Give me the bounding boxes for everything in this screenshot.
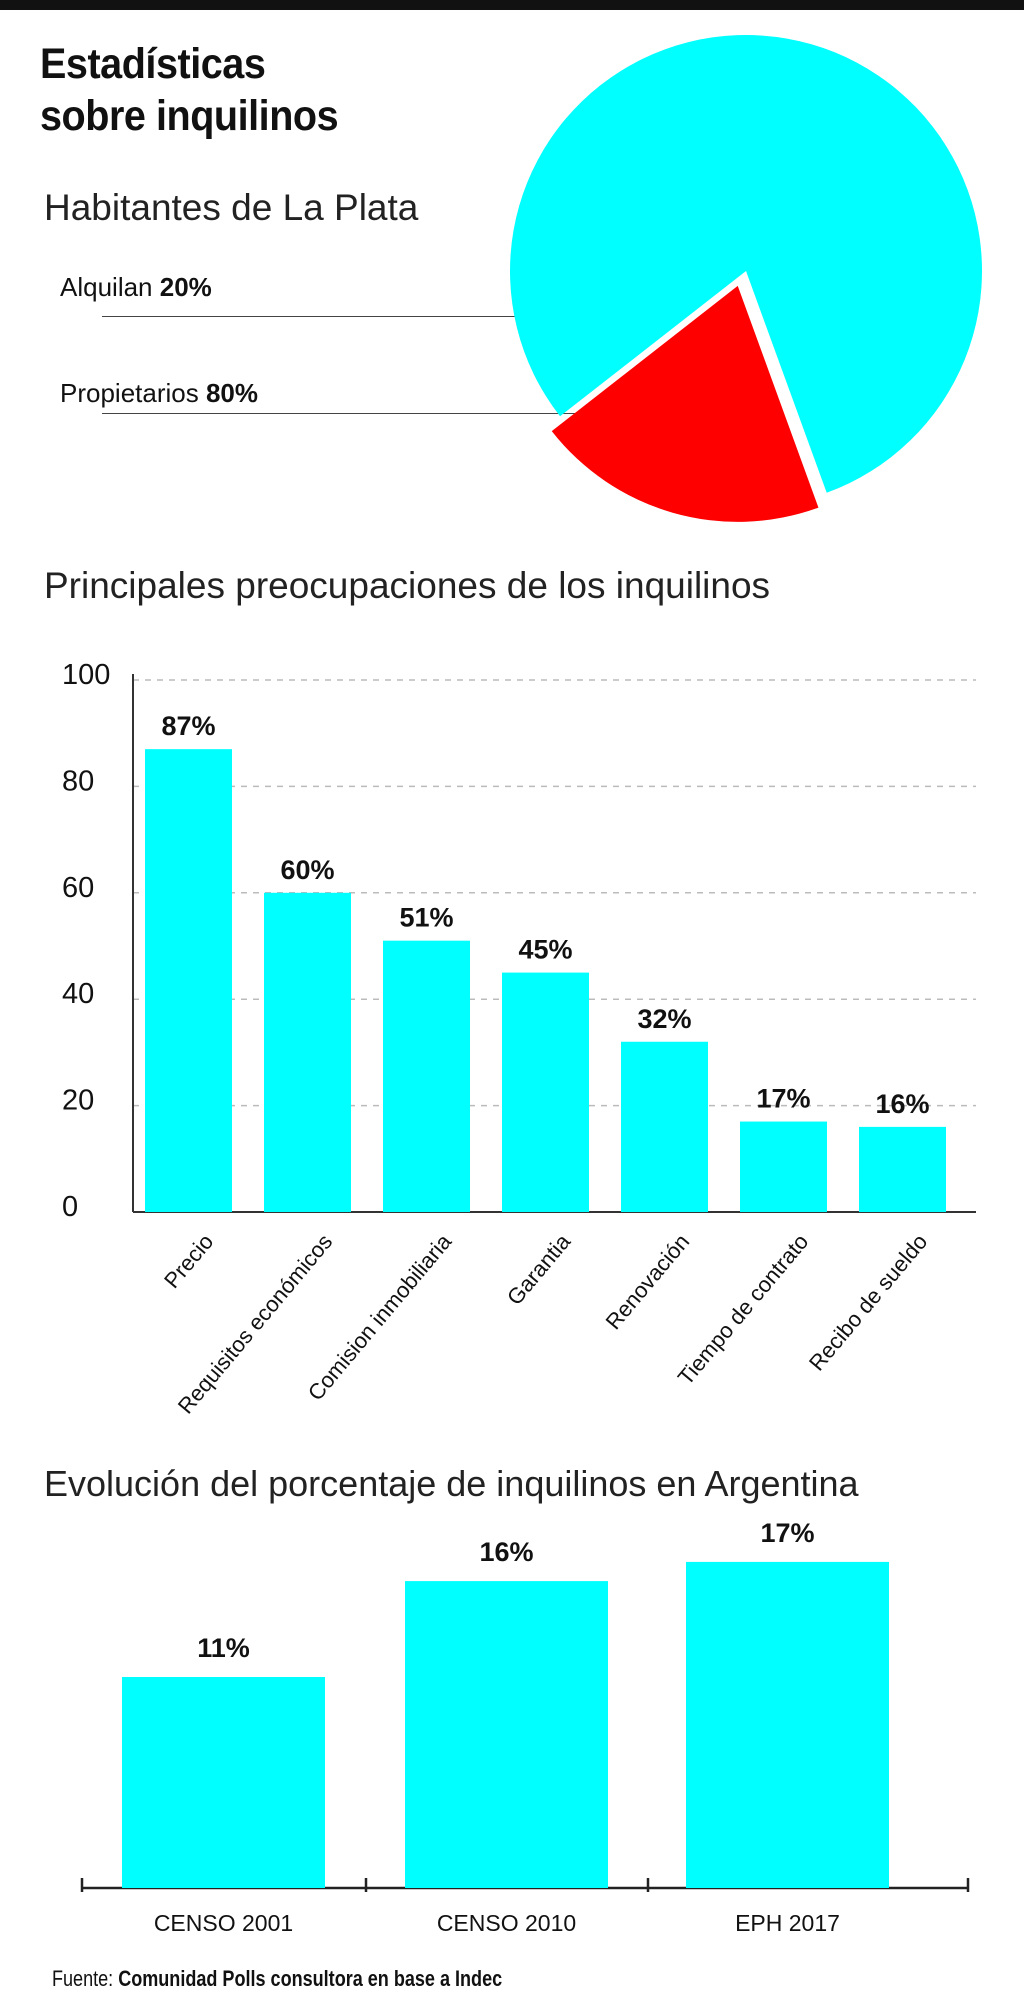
top-bar — [0, 0, 1024, 10]
bar-value-label: 17% — [756, 1084, 810, 1114]
bar-4 — [502, 972, 589, 1212]
bar-6 — [740, 1121, 827, 1212]
pie-chart — [510, 35, 982, 522]
page-title-line-2: sobre inquilinos — [40, 92, 339, 140]
category-label: CENSO 2001 — [154, 1910, 293, 1936]
y-tick-label: 0 — [62, 1191, 78, 1223]
y-tick-label: 100 — [62, 659, 110, 691]
pie-leader-alquilan — [102, 316, 544, 317]
pie-slice-alquilan — [551, 285, 819, 522]
bar-value-label: 60% — [280, 855, 334, 885]
pie-label-propietarios-text: Propietarios — [60, 378, 199, 408]
bar-2 — [405, 1581, 608, 1888]
bar-value-label: 32% — [637, 1004, 691, 1034]
pie-title: Habitantes de La Plata — [44, 187, 419, 228]
category-label: Precio — [159, 1229, 218, 1293]
bar-value-label: 45% — [518, 935, 572, 965]
pie-label-alquilan-text: Alquilan — [60, 272, 153, 302]
bar-chart-2-title: Evolución del porcentaje de inquilinos e… — [44, 1463, 859, 1504]
category-label: EPH 2017 — [735, 1910, 840, 1936]
bar-1 — [122, 1677, 325, 1888]
bar-chart-evolution: 11% CENSO 2001 16% CENSO 2010 17% EPH 2017 — [80, 1518, 970, 1936]
y-tick-label: 40 — [62, 978, 94, 1010]
page-title-line-1: Estadísticas — [40, 40, 266, 88]
pie-leader-propietarios — [102, 413, 632, 414]
y-tick-label: 20 — [62, 1085, 94, 1117]
page-title: Estadísticas sobre inquilinos — [40, 38, 339, 142]
source-note: Fuente: Comunidad Polls consultora en ba… — [52, 1966, 502, 1992]
source-text: Comunidad Polls consultora en base a Ind… — [118, 1966, 503, 1991]
pie-slice-propietarios — [510, 35, 982, 493]
bar-value-label: 16% — [875, 1089, 929, 1119]
bar-value-label: 17% — [760, 1518, 814, 1548]
pie-label-propietarios-value: 80% — [205, 378, 259, 408]
y-tick-label: 80 — [62, 765, 94, 797]
bar-chart-1-title: Principales preocupaciones de los inquil… — [44, 565, 771, 606]
bar-value-label: 11% — [197, 1633, 250, 1663]
bar-3 — [383, 940, 470, 1212]
bar-1 — [145, 749, 232, 1212]
bar-5 — [621, 1041, 708, 1212]
bar-2 — [264, 892, 351, 1212]
bar-value-label: 87% — [161, 711, 215, 741]
bar-value-label: 51% — [399, 903, 453, 933]
category-label: Garantia — [502, 1229, 576, 1310]
source-label: Fuente: — [52, 1966, 114, 1991]
bar-value-label: 16% — [479, 1537, 533, 1567]
y-tick-label: 60 — [62, 872, 94, 904]
pie-label-propietarios: Propietarios 80% — [60, 378, 258, 409]
bar-7 — [859, 1126, 946, 1212]
category-label: Renovación — [600, 1229, 694, 1334]
pie-label-alquilan: Alquilan 20% — [60, 272, 212, 303]
category-label: Recibo de sueldo — [804, 1229, 932, 1375]
bar-3 — [686, 1561, 889, 1888]
category-label: CENSO 2010 — [437, 1910, 576, 1936]
category-label: Tiempo de contrato — [673, 1229, 813, 1390]
pie-label-alquilan-value: 20% — [159, 272, 212, 302]
